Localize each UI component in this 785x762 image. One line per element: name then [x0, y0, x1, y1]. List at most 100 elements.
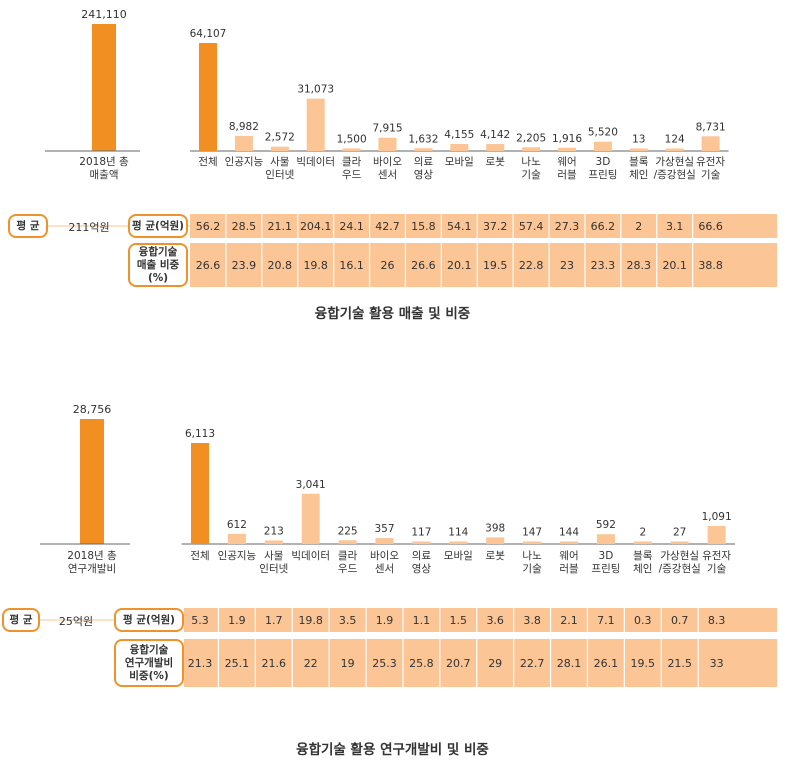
table-cell-share: 38.8	[698, 259, 723, 272]
bar-value-label: 2,205	[516, 132, 546, 144]
total-average-value: 25억원	[58, 615, 94, 628]
category-label: 우드	[342, 169, 362, 181]
bar	[486, 537, 505, 544]
bar-value-label: 592	[596, 519, 616, 531]
table-cell-share: 23.9	[232, 259, 257, 272]
table-cell-average: 1.7	[265, 614, 283, 627]
category-label: 유전자	[702, 550, 731, 562]
table-cell-average: 24.1	[339, 220, 364, 233]
bar	[338, 540, 357, 544]
bar-value-label: 398	[485, 522, 505, 534]
category-label: 전체	[198, 156, 217, 168]
bar	[301, 493, 320, 544]
bar	[234, 135, 253, 151]
category-label: 영상	[414, 169, 434, 181]
table-cell-share: 22.8	[519, 259, 544, 272]
bar-value-label: 1,632	[408, 133, 438, 145]
category-label: 로봇	[486, 156, 506, 168]
bar	[375, 538, 394, 544]
bar-value-label: 1,916	[552, 133, 582, 145]
bar	[270, 146, 289, 151]
category-label: 모바일	[444, 549, 473, 562]
bar	[560, 541, 578, 544]
category-label: /증강현실	[654, 169, 696, 181]
table-cell-share: 21.6	[262, 657, 287, 670]
bar	[629, 148, 648, 151]
bar	[378, 137, 397, 151]
table-cell-average: 42.7	[375, 220, 400, 233]
category-label: 러블	[559, 563, 579, 575]
category-label: 나노	[522, 550, 542, 562]
category-label: 체인	[633, 563, 652, 575]
category-label: 웨어	[559, 550, 578, 562]
table-cell-share: 25.3	[372, 657, 397, 670]
table-cell-average: 2	[635, 220, 642, 233]
bar	[593, 141, 612, 151]
bar-value-label: 5,520	[588, 127, 618, 139]
bar	[558, 147, 576, 151]
category-label: 인공지능	[225, 156, 264, 168]
table-cell-average: 66.6	[698, 220, 723, 233]
category-label: 3D	[596, 156, 611, 168]
bar-value-label: 64,107	[190, 28, 227, 40]
total-bar	[92, 24, 116, 151]
bar	[227, 533, 246, 544]
total-category-label: 매출액	[90, 169, 119, 181]
category-label: 체인	[629, 169, 648, 181]
category-label: 기술	[522, 563, 542, 575]
table-cell-average: 1.5	[450, 614, 468, 627]
row2-label: 융합기술 연구개발비 비중(%)	[114, 639, 184, 687]
bar-value-label: 1,091	[702, 511, 732, 523]
bar-value-label: 13	[632, 134, 645, 146]
row2-label-line2: 연구개발비	[124, 656, 174, 669]
category-label: 빅데이터	[291, 550, 330, 562]
table-cell-share: 20.7	[446, 657, 471, 670]
category-label: 의료	[412, 550, 432, 562]
category-label: 센서	[375, 563, 394, 575]
table-cell-share: 16.1	[339, 259, 364, 272]
bar	[191, 443, 209, 544]
category-label: 바이오	[373, 156, 402, 168]
bar-value-label: 27	[673, 527, 686, 539]
bar-value-label: 4,155	[444, 129, 474, 141]
category-label: 기술	[521, 169, 541, 181]
table-cell-share: 22	[304, 657, 318, 670]
total-category-label: 연구개발비	[68, 563, 116, 575]
row2-label-line2: 매출 비중	[136, 258, 180, 271]
table-cell-average: 3.1	[666, 220, 684, 233]
table-cell-share: 28.1	[557, 657, 582, 670]
row1-label: 평 균(억원)	[114, 608, 184, 632]
bar	[264, 540, 283, 544]
table-cell-share: 22.7	[520, 657, 545, 670]
table-cell-average: 3.5	[339, 614, 357, 627]
bar-value-label: 225	[338, 525, 358, 537]
total-average-value: 211억원	[68, 221, 110, 234]
table-cell-average: 54.1	[447, 220, 472, 233]
bar-value-label: 117	[411, 527, 431, 539]
table-cell-average: 28.5	[232, 220, 257, 233]
total-value-label: 28,756	[73, 403, 112, 416]
table-cell-share: 19.8	[303, 259, 328, 272]
chart-title: 융합기술 활용 연구개발비 및 비중	[296, 742, 489, 758]
table-cell-share: 25.8	[409, 657, 434, 670]
bar	[665, 148, 684, 151]
table-cell-share: 21.5	[667, 657, 692, 670]
table-cell-average: 1.9	[228, 614, 246, 627]
table-cell-average: 204.1	[300, 220, 332, 233]
category-label: 사물	[264, 550, 284, 562]
bar-value-label: 2,572	[265, 132, 295, 144]
category-label: 3D	[599, 550, 614, 562]
row1-label: 평 균(억원)	[128, 214, 188, 238]
total-bar	[80, 419, 104, 544]
table-cell-share: 21.3	[188, 657, 213, 670]
table-cell-average: 19.8	[298, 614, 323, 627]
category-label: 블록	[633, 550, 653, 562]
bar-value-label: 31,073	[297, 84, 334, 96]
category-label: 인공지능	[218, 550, 257, 562]
row2-label: 융합기술 매출 비중 (%)	[128, 243, 188, 287]
category-label: 우드	[338, 563, 358, 575]
table-cell-average: 27.3	[555, 220, 580, 233]
category-label: 모바일	[445, 155, 474, 168]
bar	[414, 148, 433, 151]
category-label: 센서	[378, 169, 397, 181]
